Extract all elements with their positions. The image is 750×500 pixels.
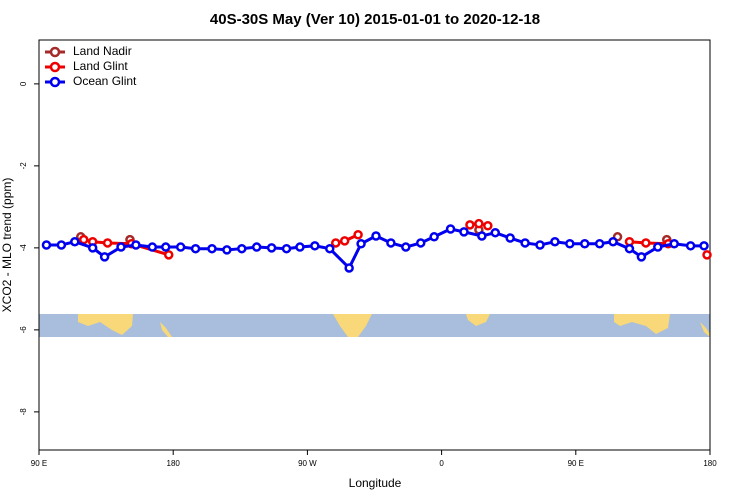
data-point	[281, 243, 292, 254]
plot-frame	[38, 39, 711, 451]
x-tick-label: 90 E	[31, 459, 47, 468]
legend-marker	[49, 76, 61, 88]
x-tick-label: 90 E	[568, 459, 584, 468]
x-axis-label: Longitude	[349, 476, 402, 490]
y-tick-label: -8	[19, 408, 28, 416]
data-point	[70, 236, 80, 247]
data-point	[56, 240, 67, 250]
data-point	[160, 242, 171, 252]
data-point	[266, 243, 277, 253]
data-point	[175, 242, 186, 252]
data-point	[371, 231, 381, 241]
data-point	[102, 238, 113, 248]
data-point	[207, 243, 217, 254]
data-point	[535, 240, 545, 250]
legend-label: Ocean Glint	[73, 74, 137, 88]
chart-title: 40S-30S May (Ver 10) 2015-01-01 to 2020-…	[210, 11, 540, 28]
data-point	[310, 241, 320, 251]
data-point	[325, 243, 335, 254]
data-point	[702, 250, 712, 260]
y-tick-label: -2	[19, 162, 28, 170]
data-point	[222, 245, 232, 255]
data-point	[190, 243, 201, 254]
x-tick-label: 180	[703, 459, 717, 468]
y-tick-label: -6	[19, 326, 28, 334]
data-point	[116, 242, 126, 252]
y-tick-label: -4	[19, 244, 28, 252]
legend-marker	[49, 46, 61, 58]
y-tick-label: 0	[19, 81, 28, 86]
data-point	[641, 238, 651, 248]
data-point	[339, 236, 350, 246]
data-point	[505, 233, 515, 243]
data-point	[490, 227, 501, 238]
legend-label: Land Nadir	[73, 44, 132, 58]
data-point	[429, 232, 439, 242]
data-point	[87, 243, 98, 253]
data-point	[565, 239, 575, 249]
data-point	[477, 231, 487, 241]
data-point	[550, 236, 560, 247]
data-point	[474, 218, 484, 229]
data-point	[445, 224, 456, 234]
data-point	[356, 239, 366, 249]
data-point	[699, 241, 709, 251]
map-strip	[39, 314, 710, 337]
data-point	[608, 236, 618, 247]
data-point	[653, 242, 663, 252]
data-point	[41, 240, 52, 250]
data-point	[353, 230, 363, 240]
data-point	[344, 263, 354, 273]
data-point	[459, 227, 469, 237]
data-point	[669, 239, 679, 249]
data-point	[131, 240, 141, 250]
data-point	[483, 220, 493, 231]
data-point	[465, 220, 475, 230]
legend-marker	[49, 61, 61, 73]
data-point	[99, 252, 110, 262]
data-point	[295, 242, 305, 252]
data-point	[386, 238, 396, 248]
legend-label: Land Glint	[73, 59, 128, 73]
data-point	[594, 239, 605, 249]
data-point	[147, 242, 158, 252]
data-point	[237, 243, 247, 254]
data-point	[636, 252, 647, 262]
data-point	[520, 238, 530, 248]
data-point	[579, 239, 590, 249]
data-point	[415, 238, 426, 248]
data-point	[251, 242, 262, 252]
data-point	[624, 243, 635, 254]
data-point	[401, 242, 411, 252]
data-point	[685, 241, 696, 251]
x-tick-label: 0	[439, 459, 444, 468]
x-tick-label: 180	[167, 459, 181, 468]
data-point	[163, 250, 174, 260]
y-axis-label: XCO2 - MLO trend (ppm)	[0, 178, 14, 313]
data-point	[330, 238, 341, 248]
x-tick-label: 90 W	[298, 459, 317, 468]
data-point	[78, 234, 89, 245]
